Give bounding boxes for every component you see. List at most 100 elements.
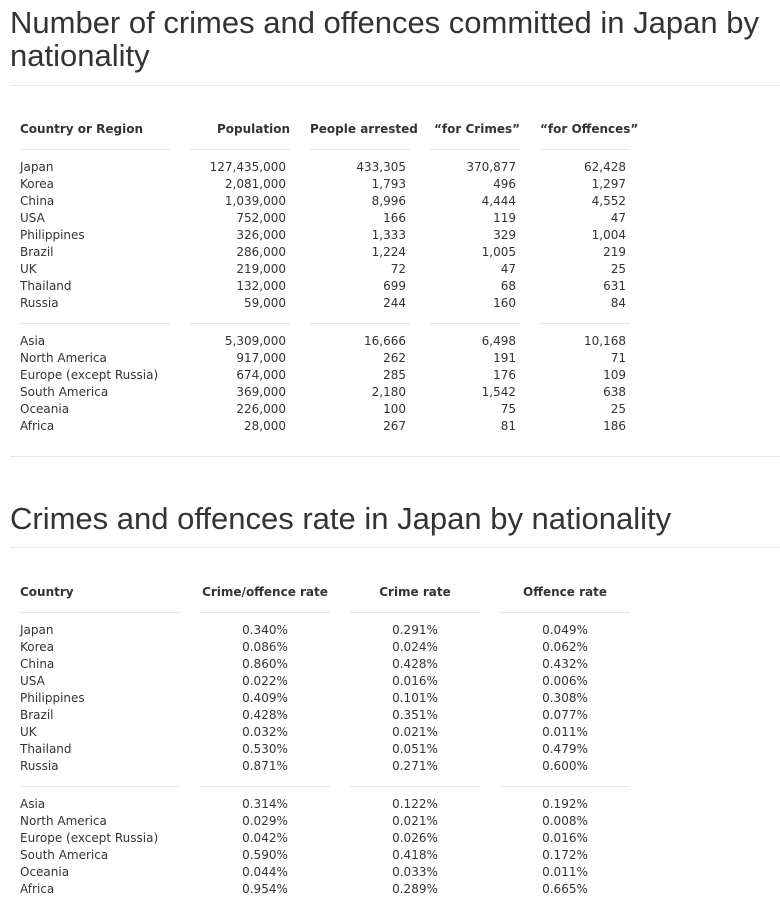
table-cell: 1,224 <box>371 245 406 259</box>
table-cell: 47 <box>610 211 626 225</box>
group-separator <box>310 323 410 324</box>
row-label: Russia <box>20 296 59 310</box>
table-cell: 119 <box>493 211 516 225</box>
table-cell: 100 <box>383 402 406 416</box>
table-cell: 0.432% <box>542 657 588 671</box>
row-label: China <box>20 657 55 671</box>
table-cell: 75 <box>500 402 516 416</box>
table-cell: 752,000 <box>236 211 286 225</box>
header-underline <box>200 612 330 613</box>
table-cell: 0.351% <box>392 708 438 722</box>
row-label: Oceania <box>20 865 70 879</box>
table-cell: 244 <box>383 296 406 310</box>
title: Crimes and offences rate in Japan by nat… <box>10 501 672 536</box>
table-cell: 286,000 <box>236 245 286 259</box>
table-cell: 0.011% <box>542 725 588 739</box>
table-cell: 674,000 <box>236 368 286 382</box>
table-cell: 0.600% <box>542 759 588 773</box>
table-cell: 0.021% <box>392 725 438 739</box>
table-cell: 699 <box>383 279 406 293</box>
table-cell: 0.086% <box>242 640 288 654</box>
table-cell: 219,000 <box>236 262 286 276</box>
row-label: UK <box>20 262 37 276</box>
table-cell: 0.590% <box>242 848 288 862</box>
table-cell: 329 <box>493 228 516 242</box>
header-underline <box>430 149 520 150</box>
table-cell: 16,666 <box>364 334 406 348</box>
table-cell: 0.062% <box>542 640 588 654</box>
row-label: North America <box>20 351 107 365</box>
divider <box>10 85 780 86</box>
column-header: “for Offences” <box>540 122 639 136</box>
header-underline <box>500 612 630 613</box>
row-label: North America <box>20 814 107 828</box>
header-underline <box>20 612 180 613</box>
table-cell: 0.340% <box>242 623 288 637</box>
row-label: Philippines <box>20 691 85 705</box>
table-cell: 71 <box>610 351 626 365</box>
row-label: South America <box>20 848 109 862</box>
table-cell: 0.289% <box>392 882 438 896</box>
table-cell: 81 <box>500 419 516 433</box>
table-cell: 267 <box>383 419 406 433</box>
table-cell: 0.049% <box>542 623 588 637</box>
table-cell: 0.044% <box>242 865 288 879</box>
row-label: USA <box>20 674 45 688</box>
table-cell: 496 <box>493 177 516 191</box>
table-cell: 0.029% <box>242 814 288 828</box>
row-label: Philippines <box>20 228 85 242</box>
table-cell: 0.665% <box>542 882 588 896</box>
column-header: Country <box>20 585 74 599</box>
group-separator <box>350 786 480 787</box>
table-cell: 59,000 <box>244 296 286 310</box>
table-cell: 28,000 <box>244 419 286 433</box>
table-cell: 127,435,000 <box>209 160 286 174</box>
row-label: Brazil <box>20 708 54 722</box>
table-cell: 109 <box>603 368 626 382</box>
column-header: People arrested <box>310 122 418 136</box>
column-header: “for Crimes” <box>434 122 520 136</box>
table-cell: 0.172% <box>542 848 588 862</box>
table-cell: 47 <box>500 262 516 276</box>
divider <box>10 456 780 457</box>
table-cell: 62,428 <box>584 160 626 174</box>
table-cell: 68 <box>500 279 516 293</box>
group-separator <box>20 786 180 787</box>
table-cell: 262 <box>383 351 406 365</box>
group-separator <box>190 323 290 324</box>
table-cell: 4,552 <box>591 194 626 208</box>
table-cell: 0.021% <box>392 814 438 828</box>
table-cell: 25 <box>610 262 626 276</box>
column-header: Country or Region <box>20 122 143 136</box>
column-header: Crime/offence rate <box>202 585 328 599</box>
group-separator <box>540 323 630 324</box>
table-cell: 0.026% <box>392 831 438 845</box>
group-separator <box>200 786 330 787</box>
group-separator <box>500 786 630 787</box>
table-cell: 1,005 <box>481 245 516 259</box>
row-label: Europe (except Russia) <box>20 368 159 382</box>
table-cell: 1,333 <box>371 228 406 242</box>
column-header: Population <box>216 122 290 136</box>
row-label: Asia <box>20 334 46 348</box>
table-cell: 0.024% <box>392 640 438 654</box>
table-cell: 176 <box>493 368 516 382</box>
row-label: Thailand <box>20 742 72 756</box>
table-cell: 0.042% <box>242 831 288 845</box>
table-cell: 10,168 <box>584 334 626 348</box>
row-label: Asia <box>20 797 46 811</box>
row-label: Europe (except Russia) <box>20 831 159 845</box>
row-label: USA <box>20 211 45 225</box>
table-cell: 0.871% <box>242 759 288 773</box>
table-cell: 0.428% <box>242 708 288 722</box>
header-underline <box>20 149 170 150</box>
table-cell: 370,877 <box>466 160 516 174</box>
header-underline <box>190 149 290 150</box>
table-cell: 8,996 <box>371 194 406 208</box>
table-cell: 0.954% <box>242 882 288 896</box>
table-cell: 0.308% <box>542 691 588 705</box>
table-cell: 0.006% <box>542 674 588 688</box>
table-cell: 0.101% <box>392 691 438 705</box>
table-cell: 0.409% <box>242 691 288 705</box>
